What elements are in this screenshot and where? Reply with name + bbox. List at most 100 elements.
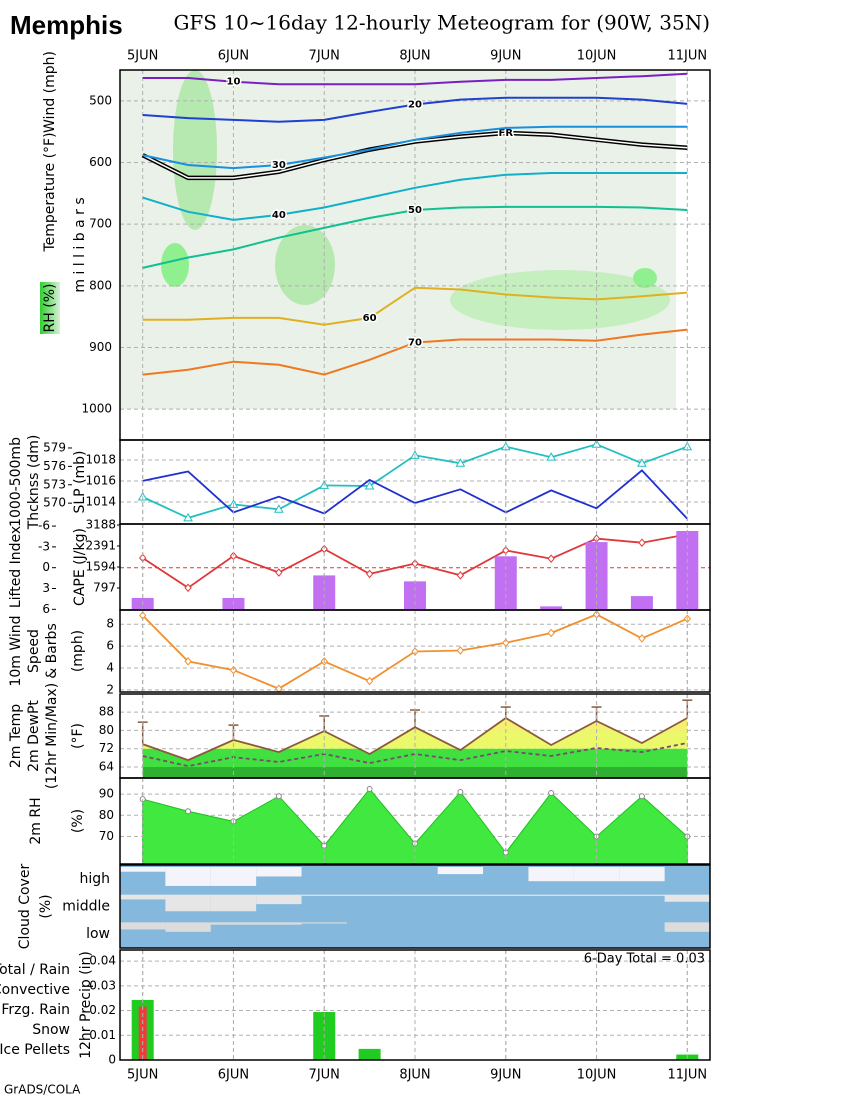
axis-unit: (mph) [70, 630, 86, 672]
footer: GrADS/COLA [4, 1083, 81, 1097]
y-tick-label: 500 [89, 93, 112, 107]
x-tick-label: 7JUN [309, 49, 340, 64]
cloud-block [256, 867, 302, 877]
rh-shading [450, 270, 670, 330]
cloud-block [165, 922, 211, 932]
isotherm [142, 328, 688, 376]
panel [119, 609, 711, 693]
x-tick-label: 11JUN [667, 49, 707, 64]
cloud-block [573, 867, 620, 882]
marker [365, 676, 374, 686]
freezing-line-inner [142, 132, 688, 179]
row-label: low [86, 926, 110, 942]
legend-label: Ice Pellets [0, 1042, 70, 1058]
axis-title: 2m RH [28, 797, 44, 844]
rh-shading [275, 225, 335, 305]
axis-title: 10m Wind [8, 615, 24, 686]
isotherm-label: 30 [272, 160, 286, 171]
axis-title: Wind (mph) [42, 51, 58, 133]
axis-title: Lifted Index [8, 526, 24, 608]
y-tick-label: 800 [89, 278, 112, 292]
x-tick-label: 8JUN [399, 1068, 430, 1083]
axis-unit: (%) [70, 809, 86, 833]
marker [638, 538, 646, 547]
axis-title: CAPE (J/kg) [72, 528, 88, 606]
y2-tick-label: 3188 [85, 518, 116, 532]
cloud-block [120, 867, 166, 872]
marker [185, 808, 192, 815]
y-tick-label: 600 [89, 155, 112, 169]
axis-title: Cloud Cover [17, 864, 33, 950]
cloud-block [256, 922, 302, 925]
y-tick-label: 0.01 [89, 1028, 116, 1042]
precip-bar [358, 1048, 381, 1060]
marker [364, 480, 375, 490]
isotherm-label: 60 [363, 313, 377, 324]
axis-title: Temperature (°F) [42, 132, 58, 252]
rh-shading [161, 243, 189, 287]
cloud-block [528, 894, 574, 896]
y-tick-label: 0.04 [89, 954, 116, 968]
isotherm [142, 172, 688, 221]
y-tick-label: 700 [89, 217, 112, 231]
rh-area [142, 788, 688, 865]
y2-tick-label: 1594 [85, 560, 116, 574]
y-tick-label: 72 [99, 741, 114, 755]
marker [365, 569, 374, 579]
x-tick-label: 5JUN [127, 49, 158, 64]
marker [184, 657, 192, 666]
cloud-block [301, 922, 347, 924]
y-tick-label: 576 [43, 459, 66, 473]
panel [119, 949, 711, 1061]
y2-tick-label: 1014 [85, 494, 116, 508]
y-tick-label: 80 [99, 723, 114, 737]
marker [455, 458, 466, 467]
y-tick-label: 88 [99, 705, 114, 719]
chart-title: GFS 10~16day 12-hourly Meteogram for (90… [173, 11, 710, 35]
y-tick-label: 70 [99, 829, 114, 843]
marker [638, 793, 645, 800]
marker [456, 646, 465, 655]
isotherm [142, 286, 688, 326]
marker [275, 568, 283, 577]
axis-unit: (%) [38, 894, 54, 918]
y-tick-label: 1000 [81, 402, 112, 416]
row-label: high [79, 871, 110, 887]
panel-frame [119, 777, 711, 865]
x-tick-label: 9JUN [490, 49, 521, 64]
cloud-block [437, 867, 484, 875]
axis-title: m i l l i b a r s [72, 197, 88, 292]
legend-label: Total / Rain [0, 962, 70, 978]
panel [52, 523, 711, 611]
y-tick-label: -6 [38, 519, 50, 533]
y-tick-label: 64 [99, 760, 114, 774]
y-tick-label: 90 [99, 787, 114, 801]
isotherm [142, 125, 688, 170]
marker [457, 788, 464, 795]
isotherm [142, 96, 688, 123]
axis-unit: (°F) [70, 723, 86, 749]
axis-title: 2m DewPt [26, 700, 42, 772]
panel: 10 20 FR 30 40 50 60 70 [119, 69, 711, 441]
bar [676, 531, 699, 609]
marker [547, 628, 555, 638]
isotherm-label: 40 [272, 210, 286, 221]
y-tick-label: 0.03 [89, 978, 116, 992]
x-tick-label: 10JUN [577, 49, 617, 64]
cloud-block [392, 894, 438, 896]
cloud-block [664, 922, 710, 932]
station-title: Memphis [10, 10, 123, 40]
marker [184, 583, 192, 593]
cloud-block [437, 894, 484, 896]
marker [456, 571, 465, 580]
axis-title: 2m Temp [8, 704, 24, 768]
legend-label: Snow [32, 1022, 70, 1038]
axis-title: RH (%) [42, 284, 58, 333]
precip-bar [138, 1006, 147, 1060]
rh-shading [173, 70, 217, 230]
legend-label: Convective [0, 982, 70, 998]
row-label: middle [62, 899, 110, 915]
cloud-block [210, 867, 257, 886]
y2-tick-label: 2391 [85, 539, 116, 553]
cloud-block [165, 894, 211, 912]
